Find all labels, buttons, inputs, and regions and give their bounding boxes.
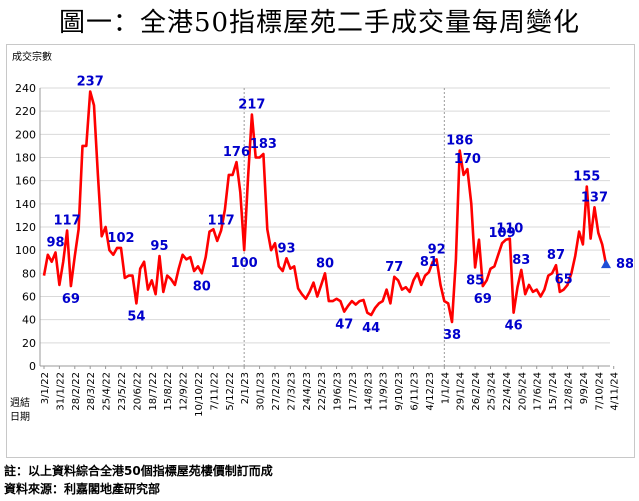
data-label: 93 bbox=[277, 241, 295, 256]
y-tick-label: 80 bbox=[22, 267, 36, 280]
x-tick-label: 12/8/24 bbox=[564, 372, 575, 411]
y-tick-label: 200 bbox=[15, 128, 36, 141]
chart-title: 圖一：全港50指標屋苑二手成交量每周變化 bbox=[58, 8, 581, 38]
x-tick-label: 24/4/23 bbox=[302, 372, 313, 411]
data-label: 117 bbox=[207, 213, 234, 228]
x-tick-label: 20/5/24 bbox=[517, 372, 528, 411]
data-label: 237 bbox=[77, 74, 104, 89]
x-tick-label: 4/11/24 bbox=[610, 372, 621, 411]
x-tick-label: 25/3/24 bbox=[487, 372, 498, 411]
data-label: 186 bbox=[446, 134, 473, 149]
x-tick-label: 3/1/22 bbox=[40, 372, 51, 404]
x-tick-label: 23/5/22 bbox=[117, 372, 128, 411]
x-tick-label: 15/7/24 bbox=[548, 372, 559, 411]
x-tick-label: 15/8/22 bbox=[163, 372, 174, 411]
y-tick-label: 140 bbox=[15, 198, 36, 211]
last-point-marker bbox=[601, 259, 611, 269]
x-tick-label: 1/1/24 bbox=[440, 372, 451, 404]
data-label: 155 bbox=[573, 169, 600, 184]
x-tick-label: 25/4/22 bbox=[102, 372, 113, 411]
data-label: 83 bbox=[512, 253, 530, 268]
footnote: 註：以上資料綜合全港50個指標屋苑樓價制訂而成 bbox=[4, 464, 273, 478]
data-label: 95 bbox=[150, 239, 168, 254]
x-tick-label: 9/10/23 bbox=[394, 372, 405, 411]
x-tick-label: 12/9/22 bbox=[179, 372, 190, 411]
x-tick-label: 27/3/23 bbox=[286, 372, 297, 411]
x-tick-label: 2/1/23 bbox=[240, 372, 251, 404]
data-label: 54 bbox=[127, 309, 145, 324]
y-tick-label: 120 bbox=[15, 221, 36, 234]
series-line bbox=[42, 90, 608, 324]
x-tick-label: 9/9/24 bbox=[579, 372, 590, 404]
x-tick-label: 19/6/23 bbox=[333, 372, 344, 411]
data-label: 100 bbox=[231, 256, 258, 271]
data-label: 137 bbox=[581, 190, 608, 205]
y-tick-label: 180 bbox=[15, 152, 36, 165]
x-tick-label: 7/10/24 bbox=[594, 372, 605, 411]
data-label: 98 bbox=[47, 235, 65, 250]
y-tick-label: 0 bbox=[29, 360, 36, 373]
x-tick-label: 22/4/24 bbox=[502, 372, 513, 411]
x-tick-label: 6/11/23 bbox=[410, 372, 421, 411]
data-label: 170 bbox=[454, 152, 481, 167]
data-label: 109 bbox=[488, 226, 515, 241]
x-tick-label: 14/8/23 bbox=[363, 372, 374, 411]
x-tick-label: 20/6/22 bbox=[132, 372, 143, 411]
y-tick-label: 20 bbox=[22, 337, 36, 350]
data-label: 92 bbox=[428, 242, 446, 257]
data-label: 44 bbox=[362, 321, 380, 336]
y-tick-label: 240 bbox=[15, 82, 36, 95]
y-tick-label: 40 bbox=[22, 314, 36, 327]
x-tick-label: 10/10/22 bbox=[194, 372, 205, 417]
x-tick-label: 17/7/23 bbox=[348, 372, 359, 411]
y-tick-label: 160 bbox=[15, 175, 36, 188]
data-label: 85 bbox=[466, 274, 484, 289]
x-tick-label: 29/1/24 bbox=[456, 372, 467, 411]
x-tick-label: 4/12/23 bbox=[425, 372, 436, 411]
data-label: 102 bbox=[107, 231, 134, 246]
data-label: 80 bbox=[193, 279, 211, 294]
data-label: 87 bbox=[547, 248, 565, 263]
y-tick-label: 100 bbox=[15, 244, 36, 257]
x-tick-label: 27/2/23 bbox=[271, 372, 282, 411]
y-tick-label: 60 bbox=[22, 291, 36, 304]
x-tick-label: 28/3/22 bbox=[86, 372, 97, 411]
data-label: 183 bbox=[250, 137, 277, 152]
x-tick-label: 26/2/24 bbox=[471, 372, 482, 411]
data-label: 69 bbox=[474, 292, 492, 307]
x-tick-label: 30/1/23 bbox=[256, 372, 267, 411]
x-tick-label: 31/1/22 bbox=[55, 372, 66, 411]
x-tick-label: 18/7/22 bbox=[148, 372, 159, 411]
data-label: 80 bbox=[316, 256, 334, 271]
x-tick-label: 17/6/24 bbox=[533, 372, 544, 411]
data-label: 47 bbox=[335, 318, 353, 333]
data-label: 110 bbox=[496, 222, 523, 237]
x-tick-label: 5/12/22 bbox=[225, 372, 236, 411]
y-axis-title: 成交宗數 bbox=[12, 50, 52, 63]
data-label: 176 bbox=[223, 145, 250, 160]
source-note: 資料來源：利嘉閣地產研究部 bbox=[4, 482, 161, 496]
data-label: 117 bbox=[54, 213, 81, 228]
data-label: 217 bbox=[238, 98, 265, 113]
x-tick-label: 7/11/22 bbox=[209, 372, 220, 411]
data-label: 77 bbox=[385, 260, 403, 275]
data-label: 81 bbox=[420, 255, 438, 270]
data-label: 65 bbox=[555, 273, 573, 288]
data-label: 69 bbox=[62, 292, 80, 307]
line-chart: 成交宗數 0 20 40 60 80 100 120 140 160 180 200 220 240 3/1… bbox=[10, 50, 633, 423]
data-label: 38 bbox=[443, 328, 461, 343]
data-label: 88 bbox=[616, 257, 633, 272]
x-axis-title: 週結 bbox=[10, 396, 30, 409]
y-tick-label: 220 bbox=[15, 105, 36, 118]
x-tick-label: 11/9/23 bbox=[379, 372, 390, 411]
data-label: 46 bbox=[505, 319, 523, 334]
x-tick-label: 22/5/23 bbox=[317, 372, 328, 411]
x-tick-label: 28/2/22 bbox=[71, 372, 82, 411]
x-axis-title: 日期 bbox=[10, 411, 30, 423]
